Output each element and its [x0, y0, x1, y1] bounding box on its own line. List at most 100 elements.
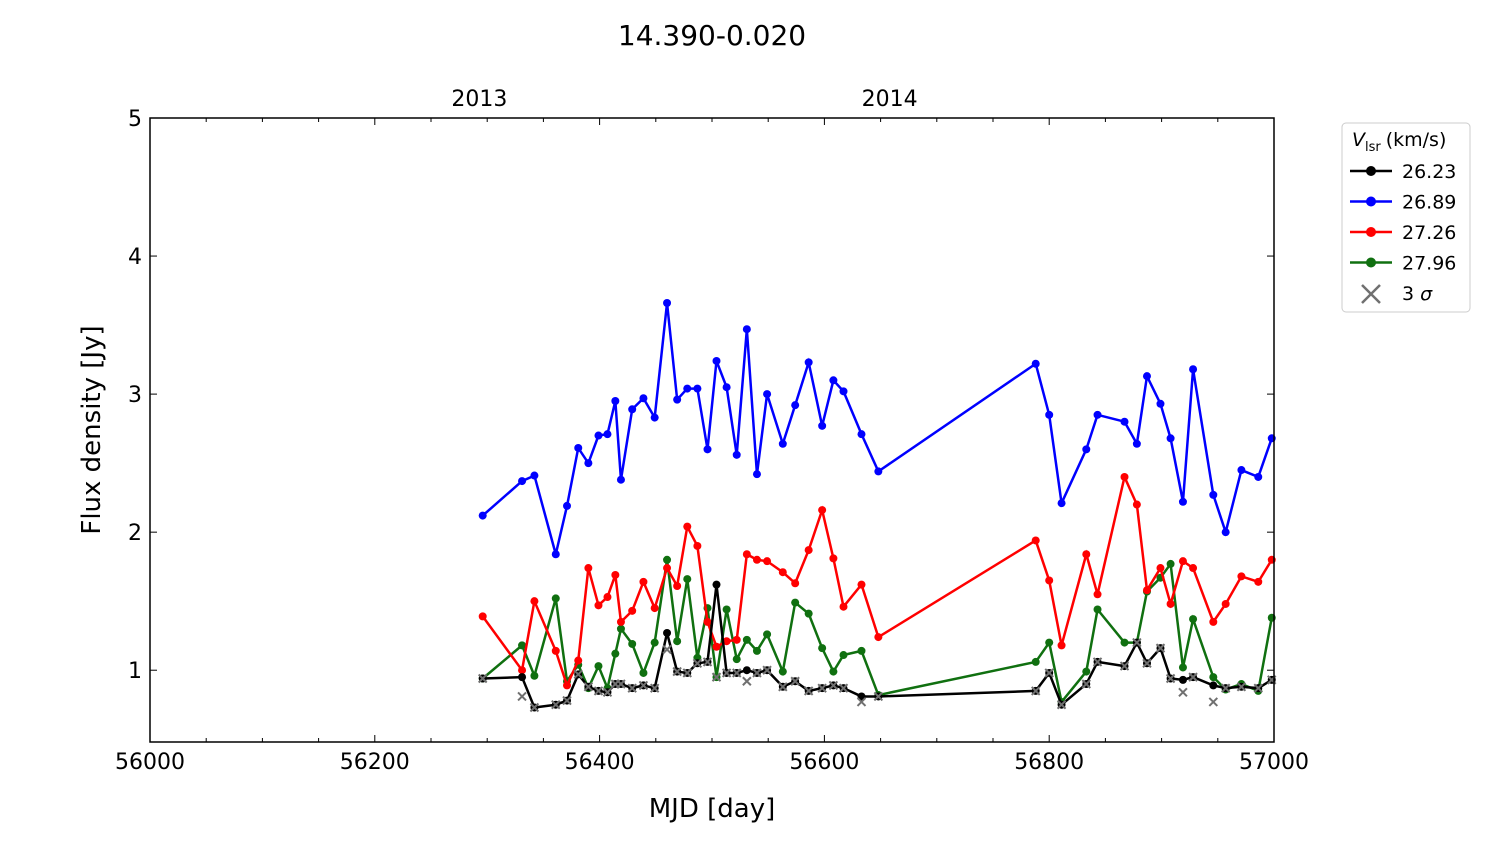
sigma-marker [838, 683, 849, 693]
data-point [857, 580, 866, 589]
data-point [574, 443, 583, 452]
data-point [1178, 557, 1187, 566]
sigma-marker [477, 673, 488, 684]
data-point [518, 673, 527, 682]
sigma-marker [1165, 673, 1176, 684]
sigma-marker [1188, 672, 1198, 682]
data-point [1031, 536, 1040, 545]
legend-label: 27.96 [1402, 253, 1456, 275]
sigma-marker [1044, 668, 1054, 678]
data-point [478, 612, 487, 621]
data-point [1178, 497, 1187, 506]
data-point [742, 666, 751, 675]
data-point [1221, 599, 1230, 608]
data-point [1189, 365, 1198, 374]
data-point [763, 557, 772, 566]
data-point [639, 577, 648, 586]
sigma-marker [1236, 682, 1247, 692]
data-point [663, 555, 672, 564]
data-point [839, 651, 848, 660]
data-point [530, 471, 539, 480]
sigma-marker [856, 697, 867, 707]
data-point [1057, 499, 1066, 508]
data-point [1045, 410, 1054, 419]
sigma-marker [616, 679, 626, 689]
sigma-marker [790, 676, 800, 686]
data-point [594, 662, 603, 671]
data-point [628, 606, 637, 615]
data-point [778, 568, 787, 577]
series-26.89 [478, 298, 1276, 559]
x-axis-label: MJD [day] [649, 794, 776, 824]
data-point [1057, 641, 1066, 650]
data-point [1082, 550, 1091, 559]
sigma-marker [692, 658, 703, 669]
data-point [791, 401, 800, 410]
series-3sigma [477, 637, 1277, 713]
legend-item-27.96: 27.96 [1350, 253, 1456, 275]
data-point [1166, 599, 1175, 608]
data-point [563, 501, 572, 510]
legend: Vlsr (km/s) 26.23 26.89 27.26 27.96 3 σ [1341, 122, 1471, 313]
data-point [839, 602, 848, 611]
series-27.26 [478, 472, 1276, 690]
data-point [839, 387, 848, 396]
data-point [611, 397, 620, 406]
sigma-marker [1119, 661, 1130, 671]
data-point [829, 667, 838, 676]
data-point [1120, 472, 1129, 481]
data-point [683, 384, 692, 393]
x-tick-label: 57000 [1239, 750, 1309, 775]
legend-title-v: V [1352, 129, 1367, 151]
sigma-marker [627, 683, 637, 693]
legend-title-unit: (km/s) [1386, 129, 1447, 151]
data-point [1221, 528, 1230, 537]
data-point [1166, 559, 1175, 568]
legend-marker [1366, 166, 1376, 176]
sigma-marker [662, 644, 672, 655]
sigma-marker [562, 695, 572, 706]
data-point [1132, 439, 1141, 448]
data-point [1209, 617, 1218, 626]
data-point [1237, 466, 1246, 475]
data-point [857, 692, 866, 701]
data-point [663, 628, 672, 637]
legend-title-sub: lsr [1365, 140, 1381, 155]
data-point [518, 477, 527, 486]
sigma-marker [1081, 679, 1091, 689]
data-point [628, 639, 637, 648]
data-point [611, 649, 620, 658]
legend-item-3sigma: 3 σ [1361, 283, 1433, 305]
data-point [611, 570, 620, 579]
legend-label: 26.89 [1402, 192, 1456, 214]
data-point [763, 630, 772, 639]
data-point [594, 431, 603, 440]
sigma-marker [732, 668, 742, 678]
data-point [1166, 434, 1175, 443]
data-point [818, 644, 827, 653]
data-point [1031, 359, 1040, 368]
data-point [778, 439, 787, 448]
sigma-marker [1155, 643, 1166, 653]
legend-item-26.89: 26.89 [1350, 192, 1456, 214]
data-point [663, 298, 672, 307]
data-point [518, 666, 527, 675]
data-point [712, 356, 721, 365]
data-point [563, 681, 572, 690]
data-point [1093, 605, 1102, 614]
sigma-marker [573, 669, 583, 680]
data-point [1189, 564, 1198, 573]
sigma-marker [529, 702, 540, 713]
data-point [616, 475, 625, 484]
data-point [732, 635, 741, 644]
sigma-marker [593, 686, 604, 696]
sigma-marker [1092, 657, 1103, 667]
x-tick-label: 56400 [565, 750, 635, 775]
data-point [1142, 586, 1151, 595]
sigma-marker [649, 683, 660, 693]
data-point [639, 668, 648, 677]
data-point [763, 390, 772, 399]
data-point [1178, 663, 1187, 672]
x-tick-label: 56600 [789, 750, 859, 775]
